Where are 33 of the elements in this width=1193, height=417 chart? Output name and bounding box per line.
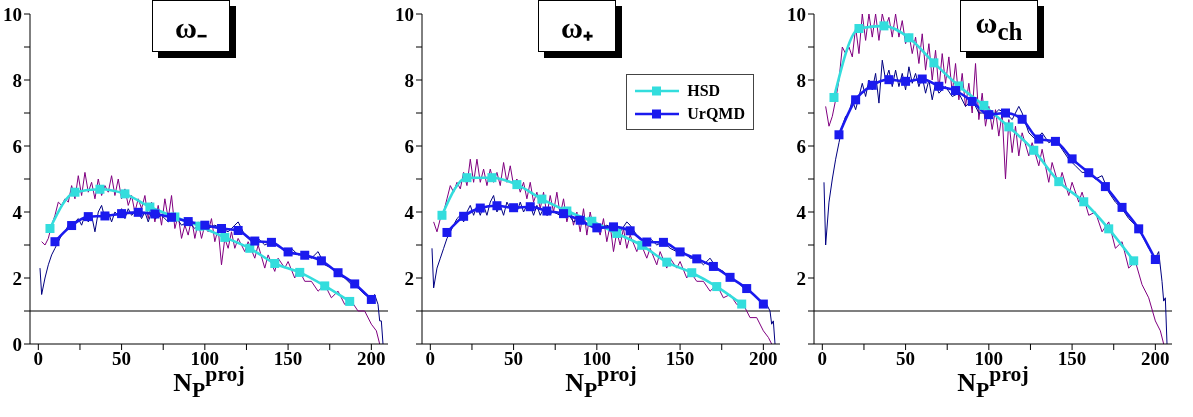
x-tick-label: 50 bbox=[504, 348, 524, 370]
x-tick-label: 50 bbox=[112, 348, 132, 370]
y-tick-label: 8 bbox=[404, 69, 414, 91]
y-tick-label: 4 bbox=[12, 201, 23, 223]
y-tick-label: 2 bbox=[12, 267, 22, 289]
x-tick-label: 0 bbox=[817, 348, 828, 370]
legend-label: HSD bbox=[687, 81, 721, 100]
x-tick-label: 200 bbox=[357, 348, 386, 370]
y-tick-label: 8 bbox=[796, 69, 806, 91]
chart-title: ω$_{ch}$ bbox=[975, 6, 1023, 46]
x-tick-label: 150 bbox=[273, 348, 303, 370]
legend-label: UrQMD bbox=[687, 104, 745, 123]
y-tick-label: 4 bbox=[404, 201, 415, 223]
x-tick-label: 50 bbox=[896, 348, 916, 370]
y-tick-label: 2 bbox=[404, 267, 414, 289]
y-tick-label: 6 bbox=[796, 135, 806, 157]
y-tick-label: 2 bbox=[796, 267, 806, 289]
x-tick-label: 150 bbox=[665, 348, 695, 370]
chart-title: ω₊ bbox=[561, 9, 593, 46]
y-tick-label: 10 bbox=[395, 3, 414, 25]
y-tick-label: 4 bbox=[796, 201, 807, 223]
x-tick-label: 150 bbox=[1057, 348, 1087, 370]
x-tick-label: 200 bbox=[749, 348, 778, 370]
chart-title: ω₋ bbox=[175, 9, 207, 46]
y-tick-label: 0 bbox=[12, 333, 22, 355]
y-tick-label: 10 bbox=[787, 3, 806, 25]
x-tick-label: 200 bbox=[1141, 348, 1170, 370]
x-tick-label: 0 bbox=[33, 348, 44, 370]
y-tick-label: 6 bbox=[12, 135, 22, 157]
x-tick-label: 0 bbox=[425, 348, 436, 370]
y-tick-label: 8 bbox=[12, 69, 22, 91]
y-tick-label: 6 bbox=[404, 135, 414, 157]
y-tick-label: 10 bbox=[3, 3, 22, 25]
